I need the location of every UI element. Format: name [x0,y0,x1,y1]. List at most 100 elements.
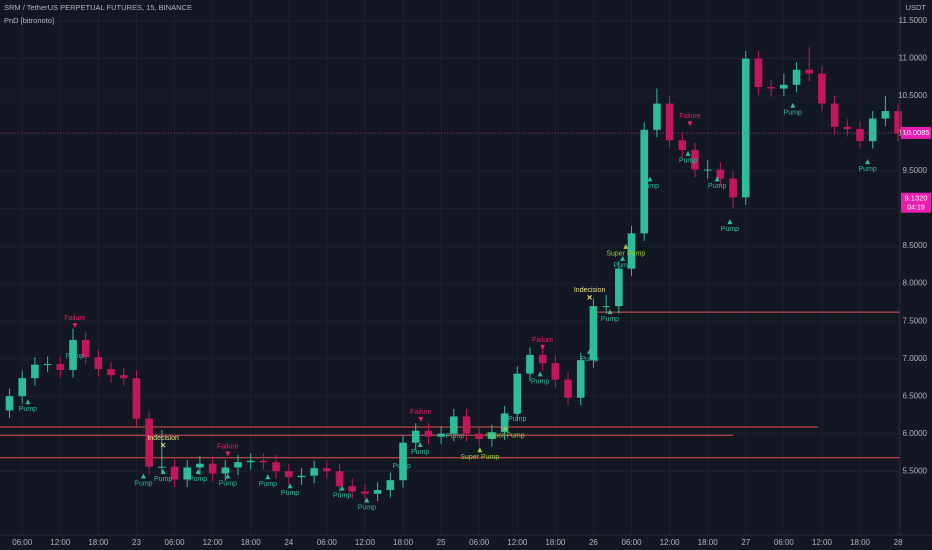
candle-body [653,103,661,130]
annotation-label: Pump [358,504,376,511]
x-tick-label: 24 [284,538,293,547]
annotation-label: Pump [411,449,429,456]
annotation-label: Failure [679,113,701,120]
pump-marker [685,150,691,156]
pump-marker [417,441,423,447]
candle-body [158,466,166,468]
candle-body [894,111,902,134]
y-tick-label: 11.5000 [899,16,928,25]
pump-marker [364,497,370,503]
candle-body [284,471,293,478]
candle-body [145,418,153,467]
annotation-label: Pump [580,356,598,363]
x-tick-label: 06:00 [469,538,490,547]
y-tick-label: 5.5000 [903,466,928,475]
x-tick-label: 28 [894,538,903,547]
candle-body [881,111,890,119]
candle-body [272,462,280,472]
candle-body [868,118,877,142]
annotation-label: Pump [219,480,237,487]
x-tick-label: 23 [132,538,141,547]
candle-body [437,433,445,437]
candle-body [805,69,814,74]
pump-marker [452,426,458,432]
candle-body [576,360,585,398]
annotation-label: Pump [393,463,411,470]
annotation-label: Pump [508,416,526,423]
candle-body [780,84,788,89]
candle-body [234,462,242,468]
pump-marker [195,468,201,474]
y-tick-label: 7.5000 [903,316,928,325]
y-tick-label: 10.5000 [898,91,927,100]
pump-marker [514,408,520,414]
candle-body [513,373,522,414]
candle-body [767,87,775,89]
pump-marker [72,345,78,351]
candle-body [259,460,268,463]
pump-marker [790,102,796,108]
annotation-label: Pump [641,183,659,190]
candle-body [450,416,458,434]
annotation-label: Super Pump [460,454,499,461]
x-tick-label: 18:00 [698,538,719,547]
candle-body [18,378,27,397]
annotation-label: Pump [66,353,84,360]
candle-body [716,169,725,179]
x-tick-label: 25 [437,538,446,547]
pump-marker [477,447,483,453]
pump-marker [287,483,293,489]
pump-marker [225,473,231,479]
candle-body [297,475,306,478]
y-tick-label: 7.0000 [903,354,928,363]
annotation-label: Pump [446,433,464,440]
candle-body [56,363,65,370]
last-price-box [901,126,931,139]
pump-marker [727,219,733,225]
annotation-label: Pump [259,481,277,488]
y-tick-label: 11.0000 [899,54,928,63]
candle-body [678,140,687,151]
pump-marker [714,176,720,182]
candle-body [526,354,534,374]
candle-body [323,468,331,472]
annotation-label: Indecision [574,287,606,294]
candle-body [348,486,357,492]
price-unit: USDT [906,3,927,12]
candle-body [589,306,598,361]
x-tick-label: 06:00 [774,538,795,547]
candle-body [488,432,496,439]
pump-marker [647,176,653,182]
x-tick-label: 18:00 [393,538,414,547]
candle-body [373,489,382,494]
annotation-label: Pump [721,226,739,233]
candle-body [564,379,572,398]
x-tick-label: 12:00 [355,538,376,547]
pump-marker [537,371,543,377]
pump-marker [607,309,613,315]
x-tick-label: 06:00 [165,538,186,547]
candle-body [94,357,103,370]
x-tick-label: 18:00 [241,538,262,547]
price-label-box [901,192,931,213]
y-tick-label: 8.0000 [903,279,928,288]
annotation-label: Failure [217,443,239,450]
x-tick-label: 12:00 [50,538,71,547]
x-tick-label: 12:00 [812,538,833,547]
annotation-label: Failure [410,409,432,416]
candle-body [361,491,369,494]
annotation-label: Indecision [147,435,179,442]
price-label: 9.1320 [905,194,928,203]
candle-body [602,306,610,308]
candle-body [741,58,750,198]
x-tick-label: 12:00 [203,538,224,547]
candle-body [691,150,699,170]
annotation-label: Failure [532,337,554,344]
x-tick-label: 06:00 [12,538,33,547]
annotation-label: Super Pump [606,251,645,258]
chart-title: SRM / TetherUS PERPETUAL FUTURES, 15, BI… [4,3,192,12]
candle-body [31,364,39,379]
candle-body [335,471,344,487]
x-tick-label: 18:00 [545,538,566,547]
failure-marker [418,416,424,422]
